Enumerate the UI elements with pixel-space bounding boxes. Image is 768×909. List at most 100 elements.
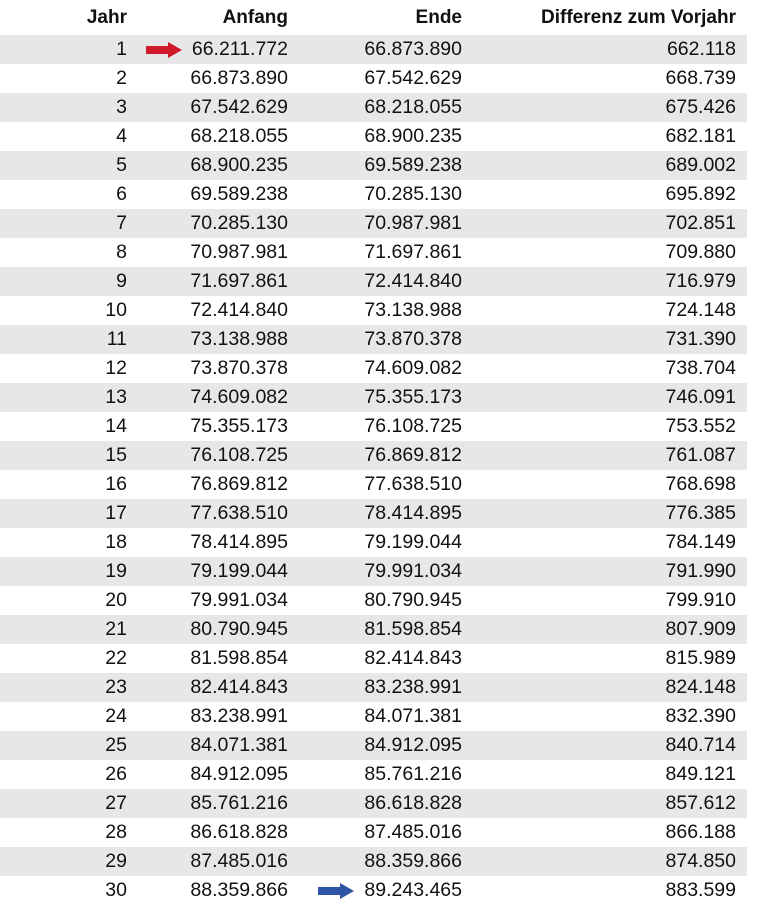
cell-anfang: 77.638.510 [190,502,288,524]
table-row: 9 71.697.861 72.414.840 716.979 [0,267,747,296]
cell-differenz: 768.698 [665,473,737,495]
table-row: 27 85.761.216 86.618.828 857.612 [0,789,747,818]
cell-anfang: 74.609.082 [190,386,288,408]
cell-jahr: 26 [105,763,127,785]
table-row: 8 70.987.981 71.697.861 709.880 [0,238,747,267]
table-row: 12 73.870.378 74.609.082 738.704 [0,354,747,383]
table-row: 25 84.071.381 84.912.095 840.714 [0,731,747,760]
table-header: Jahr Anfang Ende Differenz zum Vorjahr [0,0,747,36]
table-row: 30 88.359.866 89.243.465 883.599 [0,876,747,905]
table-row: 26 84.912.095 85.761.216 849.121 [0,760,747,789]
table-row: 1 66.211.772 66.873.890 662.118 [0,35,747,64]
cell-ende: 84.071.381 [364,705,462,727]
arrow-right-icon [146,42,182,58]
cell-differenz: 682.181 [665,125,737,147]
cell-differenz: 662.118 [666,38,736,60]
cell-jahr: 23 [105,676,127,698]
cell-jahr: 27 [105,792,127,814]
cell-ende: 87.485.016 [364,821,462,843]
cell-jahr: 24 [105,705,127,727]
cell-anfang: 84.912.095 [190,763,288,785]
cell-ende: 86.618.828 [364,792,462,814]
cell-anfang: 69.589.238 [190,183,288,205]
table-row: 11 73.138.988 73.870.378 731.390 [0,325,747,354]
cell-anfang: 67.542.629 [190,96,288,118]
arrow-right-icon [318,883,354,899]
cell-anfang: 66.211.772 [191,38,288,60]
cell-differenz: 702.851 [665,212,737,234]
cell-jahr: 7 [116,212,127,234]
table-row: 17 77.638.510 78.414.895 776.385 [0,499,747,528]
table-row: 2 66.873.890 67.542.629 668.739 [0,64,747,93]
header-ende: Ende [415,7,462,28]
cell-jahr: 13 [105,386,127,408]
cell-jahr: 4 [116,125,127,147]
cell-anfang: 86.618.828 [190,821,288,843]
cell-differenz: 738.704 [665,357,737,379]
cell-anfang: 88.359.866 [190,879,288,901]
cell-ende: 73.138.988 [364,299,462,321]
cell-ende: 89.243.465 [364,879,462,901]
cell-jahr: 10 [105,299,127,321]
table-row: 4 68.218.055 68.900.235 682.181 [0,122,747,151]
cell-anfang: 79.991.034 [190,589,288,611]
table-row: 20 79.991.034 80.790.945 799.910 [0,586,747,615]
cell-differenz: 832.390 [665,705,737,727]
cell-ende: 82.414.843 [364,647,462,669]
cell-differenz: 824.148 [665,676,737,698]
cell-anfang: 68.900.235 [190,154,288,176]
cell-differenz: 675.426 [665,96,737,118]
table-row: 23 82.414.843 83.238.991 824.148 [0,673,747,702]
cell-anfang: 81.598.854 [190,647,288,669]
cell-ende: 85.761.216 [364,763,462,785]
cell-differenz: 815.989 [665,647,737,669]
table-row: 15 76.108.725 76.869.812 761.087 [0,441,747,470]
cell-anfang: 85.761.216 [190,792,288,814]
table-row: 16 76.869.812 77.638.510 768.698 [0,470,747,499]
cell-anfang: 73.138.988 [190,328,288,350]
cell-anfang: 87.485.016 [190,850,288,872]
header-anfang: Anfang [222,7,288,28]
cell-differenz: 849.121 [665,763,737,785]
cell-anfang: 76.108.725 [190,444,288,466]
table-row: 7 70.285.130 70.987.981 702.851 [0,209,747,238]
cell-anfang: 70.987.981 [190,241,288,263]
cell-differenz: 753.552 [665,415,737,437]
header-differenz: Differenz zum Vorjahr [541,7,736,28]
cell-jahr: 12 [105,357,127,379]
cell-jahr: 17 [105,502,127,524]
cell-jahr: 6 [116,183,127,205]
cell-anfang: 76.869.812 [190,473,288,495]
cell-jahr: 9 [116,270,127,292]
table-row: 18 78.414.895 79.199.044 784.149 [0,528,747,557]
cell-ende: 75.355.173 [364,386,462,408]
cell-jahr: 19 [105,560,127,582]
cell-differenz: 695.892 [665,183,737,205]
table-row: 13 74.609.082 75.355.173 746.091 [0,383,747,412]
cell-differenz: 784.149 [665,531,737,553]
cell-ende: 83.238.991 [364,676,462,698]
cell-differenz: 709.880 [665,241,737,263]
cell-jahr: 18 [105,531,127,553]
cell-differenz: 866.188 [665,821,737,843]
cell-differenz: 776.385 [665,502,737,524]
table-row: 19 79.199.044 79.991.034 791.990 [0,557,747,586]
cell-ende: 70.285.130 [364,183,462,205]
cell-anfang: 71.697.861 [190,270,288,292]
cell-anfang: 84.071.381 [190,734,288,756]
table-row: 24 83.238.991 84.071.381 832.390 [0,702,747,731]
table-row: 29 87.485.016 88.359.866 874.850 [0,847,747,876]
cell-anfang: 79.199.044 [190,560,288,582]
cell-anfang: 75.355.173 [190,415,288,437]
table-row: 22 81.598.854 82.414.843 815.989 [0,644,747,673]
cell-ende: 81.598.854 [364,618,462,640]
cell-differenz: 716.979 [665,270,737,292]
cell-ende: 67.542.629 [364,67,462,89]
table-row: 6 69.589.238 70.285.130 695.892 [0,180,747,209]
cell-anfang: 83.238.991 [190,705,288,727]
cell-differenz: 799.910 [665,589,737,611]
cell-ende: 71.697.861 [364,241,462,263]
cell-jahr: 5 [116,154,127,176]
cell-ende: 79.199.044 [364,531,462,553]
table-row: 5 68.900.235 69.589.238 689.002 [0,151,747,180]
